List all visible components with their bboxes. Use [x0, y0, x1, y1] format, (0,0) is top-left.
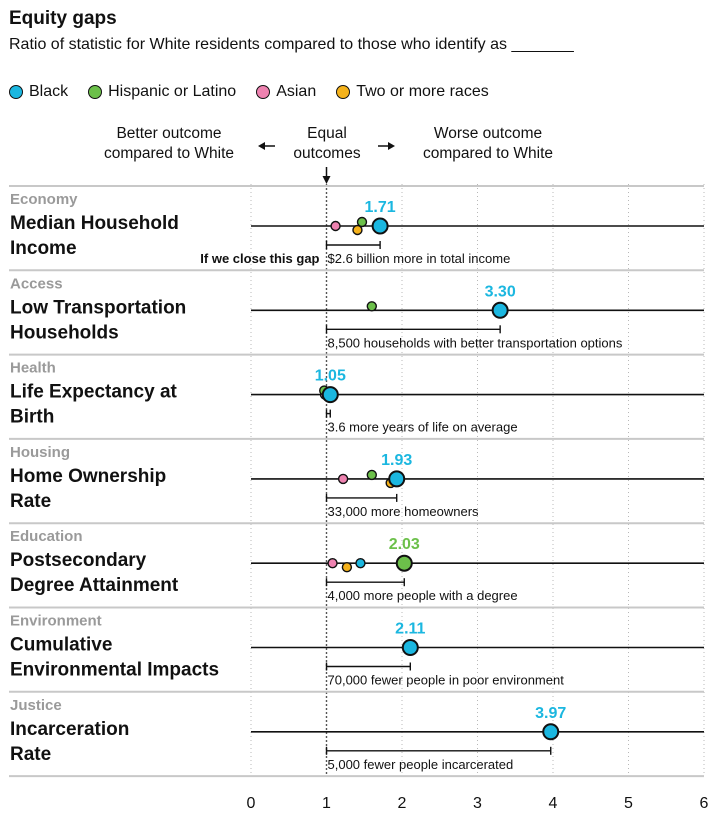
legend-label-two-or-more: Two or more races: [356, 83, 489, 100]
row-category-justice: Justice: [10, 697, 62, 714]
row-label: Income: [10, 238, 77, 259]
dot-asian: [327, 558, 338, 569]
value-label: 1.93: [381, 452, 412, 469]
value-label: 1.05: [315, 368, 346, 385]
dot-hispanic-or-latino: [366, 301, 377, 312]
dot-black: [355, 558, 366, 569]
gap-impact-text: 70,000 fewer people in poor environment: [328, 673, 565, 688]
gap-impact-text: $2.6 billion more in total income: [328, 251, 511, 266]
dot-asian: [337, 473, 349, 485]
legend-swatch-hispanic: [88, 85, 103, 99]
x-tick-label-6: 6: [700, 795, 709, 812]
dot-hispanic-or-latino: [356, 216, 368, 228]
row-category-economy: Economy: [10, 191, 78, 208]
better-left-arrow-head: [258, 142, 265, 150]
row-label: Postsecondary: [10, 550, 147, 571]
row-label: Home Ownership: [10, 466, 166, 487]
row-label: Environmental Impacts: [10, 660, 219, 681]
legend-swatch-black: [9, 85, 23, 99]
equal-down-arrow-head: [322, 176, 331, 184]
dot-highlight-black: [542, 723, 560, 741]
gap-impact-text: 4,000 more people with a degree: [328, 588, 518, 603]
worse-right-arrow-head: [388, 142, 395, 150]
legend-label-hispanic: Hispanic or Latino: [108, 83, 237, 100]
chart-title: Equity gaps: [9, 8, 117, 29]
gap-impact-text: 8,500 households with better transportat…: [328, 335, 623, 350]
row-category-environment: Environment: [10, 613, 102, 630]
dot-highlight-hispanic-or-latino: [395, 554, 413, 572]
row-label: Rate: [10, 744, 51, 765]
row-label: Life Expectancy at: [10, 382, 178, 403]
row-category-access: Access: [10, 275, 63, 292]
x-tick-label-2: 2: [398, 795, 407, 812]
row-label: Median Household: [10, 213, 179, 234]
gap-impact-text: 33,000 more homeowners: [328, 504, 480, 519]
row-label: Degree Attainment: [10, 575, 179, 596]
x-tick-label-1: 1: [322, 795, 331, 812]
value-label: 3.30: [485, 283, 516, 300]
dot-highlight-black: [491, 301, 509, 319]
legend-swatch-two-or-more: [336, 85, 351, 99]
close-gap-label: If we close this gap: [200, 251, 319, 266]
dot-highlight-black: [388, 470, 406, 488]
header-worse-outcome: Worse outcome compared to White: [422, 125, 554, 162]
x-tick-label-3: 3: [473, 795, 482, 812]
legend-item-two-or-more: Two or more races: [336, 83, 489, 101]
row-category-health: Health: [10, 360, 56, 377]
gap-impact-text: 3.6 more years of life on average: [328, 420, 518, 435]
legend-label-black: Black: [29, 83, 69, 100]
dot-hispanic-or-latino: [366, 469, 377, 481]
dot-highlight-black: [401, 639, 419, 656]
header-better-outcome: Better outcome compared to White: [103, 125, 235, 162]
row-label: Households: [10, 322, 119, 343]
row-label: Incarceration: [10, 719, 129, 740]
legend-item-black: Black: [9, 83, 68, 101]
legend-label-asian: Asian: [276, 83, 317, 100]
value-label: 2.03: [389, 536, 420, 553]
legend-item-hispanic: Hispanic or Latino: [88, 83, 236, 101]
gap-impact-text: 5,000 fewer people incarcerated: [328, 757, 514, 772]
row-label: Cumulative: [10, 635, 112, 656]
dot-two-or-more-races: [341, 562, 353, 573]
x-tick-label-0: 0: [247, 795, 256, 812]
dot-highlight-black: [321, 386, 339, 404]
x-tick-label-4: 4: [549, 795, 558, 812]
dot-highlight-black: [371, 217, 389, 235]
legend: Black Hispanic or Latino Asian Two or mo…: [9, 83, 489, 101]
value-label: 2.11: [395, 621, 425, 638]
value-label: 1.71: [365, 199, 396, 216]
dot-asian: [330, 220, 341, 232]
row-label: Birth: [10, 407, 54, 428]
row-label: Rate: [10, 491, 51, 512]
legend-swatch-asian: [256, 85, 271, 99]
legend-item-asian: Asian: [256, 83, 316, 101]
x-tick-label-5: 5: [624, 795, 633, 812]
row-category-housing: Housing: [10, 444, 70, 461]
chart-subtitle: Ratio of statistic for White residents c…: [9, 36, 574, 53]
row-category-education: Education: [10, 528, 83, 545]
header-equal-outcomes: Equal outcomes: [293, 125, 361, 162]
dot-two-or-more-races: [352, 224, 363, 236]
value-label: 3.97: [535, 705, 566, 722]
row-label: Low Transportation: [10, 297, 186, 318]
